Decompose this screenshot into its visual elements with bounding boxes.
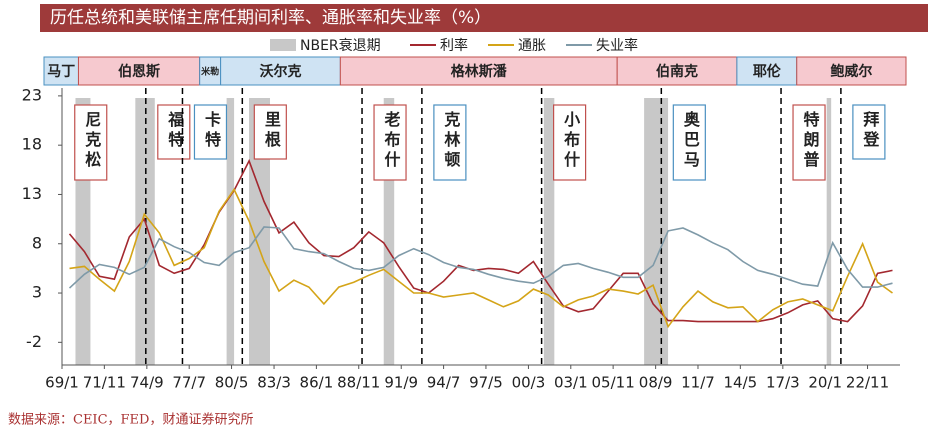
chair-name: 伯南克 <box>656 63 698 80</box>
president-box <box>433 104 467 181</box>
president-box <box>253 104 287 160</box>
president-box <box>852 104 886 160</box>
x-tick-label: 00/3 <box>512 374 546 392</box>
president-box <box>157 104 191 160</box>
president-box <box>553 104 587 181</box>
president-name: 小布什 <box>561 111 580 171</box>
series-line <box>68 226 893 289</box>
x-tick-label: 94/7 <box>427 374 461 392</box>
x-tick-label: 88/11 <box>337 374 380 392</box>
legend-swatch <box>270 39 296 51</box>
chair-box <box>43 56 79 86</box>
chair-box <box>77 56 201 86</box>
recession-band <box>644 98 669 365</box>
recession-band <box>226 98 235 365</box>
x-tick-label: 97/5 <box>469 374 503 392</box>
chair-name: 沃尔克 <box>259 63 301 80</box>
x-tick-label: 74/9 <box>130 374 164 392</box>
y-tick-label: -2 <box>26 332 42 351</box>
president-name: 克林顿 <box>441 110 460 171</box>
x-tick-label: 11/7 <box>681 374 715 392</box>
president-name: 卡特 <box>202 110 221 151</box>
president-name: 特朗普 <box>801 110 820 171</box>
recession-band <box>826 98 832 365</box>
y-tick-label: 23 <box>22 85 42 104</box>
series-line <box>68 158 893 323</box>
x-tick-label: 14/5 <box>723 374 757 392</box>
series-line <box>69 187 893 329</box>
x-tick-label: 20/1 <box>808 374 842 392</box>
chair-name: 格林斯潘 <box>451 63 508 80</box>
president-box <box>792 104 826 181</box>
president-name: 尼克松 <box>82 111 101 171</box>
legend-label: 通胀 <box>518 38 546 54</box>
chair-name: 鲍威尔 <box>830 63 872 80</box>
president-name: 奥巴马 <box>681 110 700 171</box>
x-tick-label: 22/11 <box>846 374 889 392</box>
y-tick-label: 18 <box>22 135 42 154</box>
chair-box <box>616 56 738 86</box>
chair-name: 耶伦 <box>753 63 782 80</box>
x-tick-label: 05/11 <box>592 374 635 392</box>
chair-name: 伯恩斯 <box>118 63 160 80</box>
x-tick-label: 77/7 <box>172 374 206 392</box>
title-bar <box>40 4 928 32</box>
chair-box <box>339 56 618 86</box>
president-name: 里根 <box>262 111 281 151</box>
chart-title: 历任总统和美联储主席任期间利率、通胀率和失业率（%） <box>50 8 491 28</box>
legend-label: 利率 <box>440 37 468 54</box>
x-tick-label: 83/3 <box>257 374 291 392</box>
x-tick-label: 91/9 <box>384 374 418 392</box>
chair-name: 米勒 <box>200 66 219 78</box>
x-tick-label: 86/1 <box>300 374 334 392</box>
legend-label: 失业率 <box>596 37 638 54</box>
president-box <box>672 104 706 181</box>
y-tick-label: 3 <box>32 283 42 302</box>
chair-name: 马丁 <box>47 64 75 80</box>
chair-box <box>736 56 798 86</box>
legend-label: NBER衰退期 <box>300 37 381 54</box>
president-box <box>193 104 228 160</box>
chair-box <box>220 56 341 86</box>
y-tick-label: 13 <box>22 184 42 203</box>
president-name: 福特 <box>165 110 185 151</box>
president-box <box>373 104 407 181</box>
recession-band <box>249 98 271 365</box>
recession-band <box>383 98 395 365</box>
source: 数据来源：CEIC，FED，财通证券研究所 <box>8 412 253 428</box>
x-tick-label: 80/5 <box>215 374 249 392</box>
president-name: 老布什 <box>382 110 402 171</box>
x-tick-label: 71/11 <box>83 374 126 392</box>
president-box <box>74 104 108 181</box>
y-tick-label: 8 <box>32 233 42 252</box>
x-tick-label: 69/1 <box>45 374 79 392</box>
recession-band <box>543 98 555 365</box>
x-tick-label: 08/9 <box>639 374 673 392</box>
president-name: 拜登 <box>860 110 880 151</box>
x-tick-label: 03/1 <box>554 374 588 392</box>
x-tick-label: 17/3 <box>766 374 800 392</box>
chair-box <box>796 56 907 86</box>
